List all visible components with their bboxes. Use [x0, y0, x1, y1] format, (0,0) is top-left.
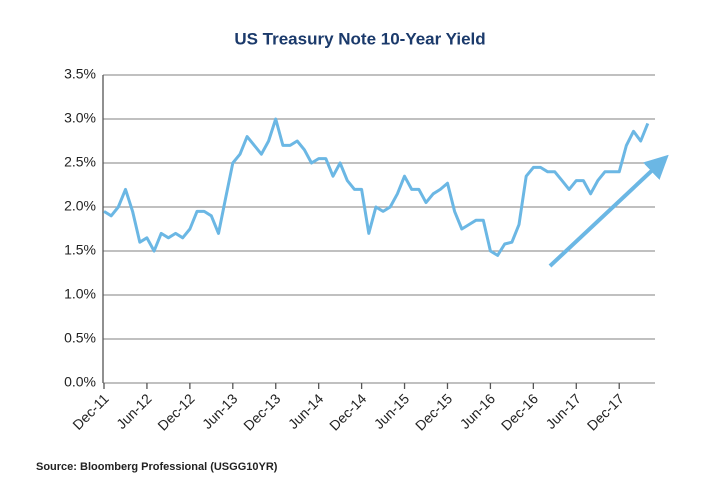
x-tick-label: Dec-15	[412, 390, 455, 433]
x-tick-label: Jun-15	[371, 390, 413, 432]
x-tick-label: Dec-11	[69, 390, 112, 433]
y-tick-label: 1.5%	[64, 242, 96, 258]
x-tick-label: Jun-14	[285, 390, 327, 432]
y-tick-label: 0.5%	[64, 330, 96, 346]
y-tick-label: 0.0%	[64, 374, 96, 390]
x-tick-label: Jun-17	[542, 390, 584, 432]
chart-title: US Treasury Note 10-Year Yield	[234, 29, 485, 48]
y-tick-label: 3.5%	[64, 66, 96, 82]
x-tick-label: Dec-13	[240, 390, 283, 433]
y-tick-label: 2.0%	[64, 198, 96, 214]
y-tick-label: 3.0%	[64, 110, 96, 126]
x-tick-label: Dec-17	[584, 390, 627, 433]
y-tick-label: 1.0%	[64, 286, 96, 302]
y-tick-label: 2.5%	[64, 154, 96, 170]
x-tick-label: Jun-12	[113, 390, 155, 432]
x-tick-label: Dec-12	[154, 390, 197, 433]
x-tick-label: Dec-16	[498, 390, 541, 433]
x-tick-label: Jun-13	[199, 390, 241, 432]
source: Source: Bloomberg Professional (USGG10YR…	[36, 461, 278, 473]
trend-arrow	[548, 154, 669, 268]
series-line	[103, 117, 650, 257]
x-tick-label: Jun-16	[457, 390, 499, 432]
x-tick-label: Dec-14	[326, 390, 369, 433]
